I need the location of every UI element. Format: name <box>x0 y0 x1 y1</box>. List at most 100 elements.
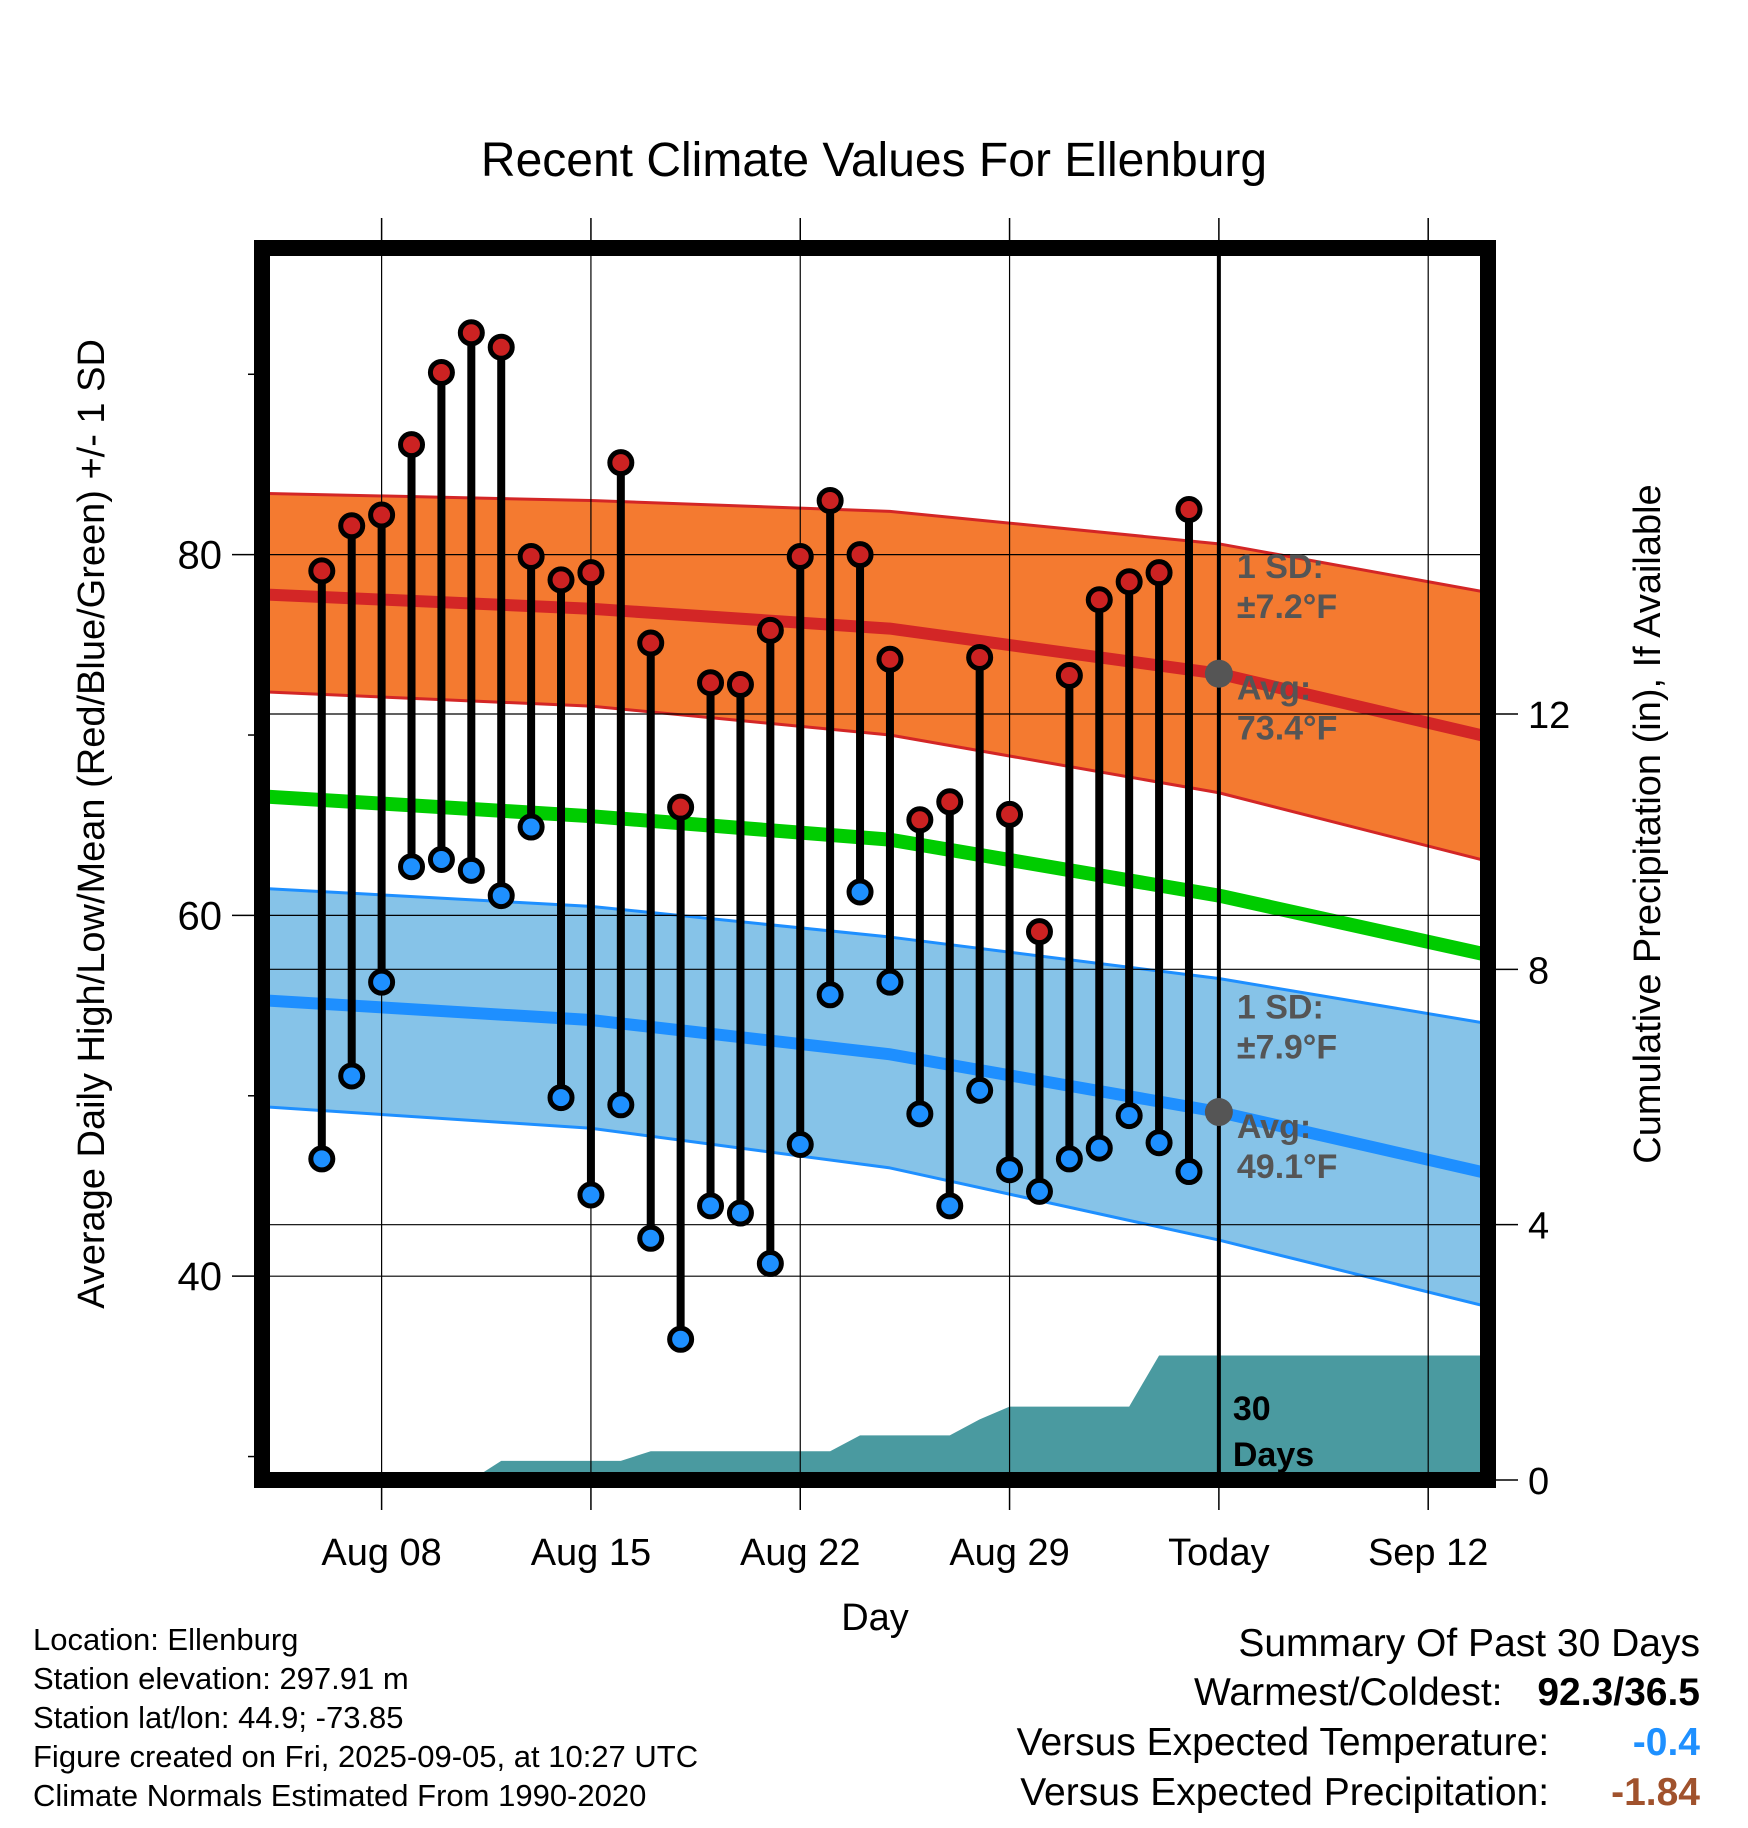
daily-low-point <box>1145 1129 1173 1157</box>
low-avg-label: Avg: <box>1237 1108 1311 1146</box>
y2-tick-label-1: 4 <box>1528 1206 1549 1248</box>
daily-low-point <box>816 981 844 1009</box>
daily-low-point <box>697 1192 725 1220</box>
daily-high-point <box>308 557 336 585</box>
daily-low-point <box>338 1062 366 1090</box>
daily-low-point <box>308 1145 336 1173</box>
low-normal-line <box>262 994 1488 1180</box>
daily-high-point <box>338 512 366 540</box>
y-tick-label-2: 80 <box>178 534 223 578</box>
warmest-coldest-value: 92.3/36.5 <box>1537 1671 1700 1714</box>
y2-tick-label-3: 12 <box>1528 695 1570 737</box>
daily-high-point <box>966 643 994 671</box>
high-sd-label: 1 SD: <box>1237 548 1324 586</box>
temp-anomaly-row: Versus Expected Temperature: -0.4 <box>1017 1718 1700 1768</box>
daily-low-point <box>846 878 874 906</box>
daily-high-point <box>1115 568 1143 596</box>
precip-anomaly-value: -1.84 <box>1611 1771 1700 1814</box>
daily-high-point <box>906 806 934 834</box>
daily-low-point <box>637 1224 665 1252</box>
daily-high-point <box>1055 662 1083 690</box>
daily-high-point <box>517 542 545 570</box>
y2-axis-label: Cumulative Precipitation (in), If Availa… <box>1627 484 1669 1163</box>
normals-text: Climate Normals Estimated From 1990-2020 <box>33 1778 647 1813</box>
daily-low-point <box>547 1084 575 1112</box>
precip-label-line1: 30 <box>1233 1390 1271 1428</box>
summary-panel: Summary Of Past 30 Days Warmest/Coldest:… <box>1017 1620 1700 1818</box>
today-high-normal-marker <box>1204 659 1233 688</box>
daily-low-point <box>726 1199 754 1227</box>
daily-high-point <box>577 559 605 587</box>
daily-low-point <box>1085 1134 1113 1162</box>
precip-anomaly-label: Versus Expected Precipitation: <box>1020 1771 1550 1814</box>
daily-high-point <box>637 629 665 657</box>
y-axis-label: Average Daily High/Low/Mean (Red/Blue/Gr… <box>71 339 113 1309</box>
daily-low-point <box>398 853 426 881</box>
daily-high-point <box>398 431 426 459</box>
daily-high-point <box>427 358 455 386</box>
x-tick-label-4: Today <box>1168 1532 1269 1574</box>
warmest-coldest-label: Warmest/Coldest: <box>1194 1671 1503 1714</box>
temp-anomaly-value: -0.4 <box>1632 1721 1700 1764</box>
y-tick-label-0: 40 <box>178 1255 223 1299</box>
low-sd-value: ±7.9°F <box>1237 1029 1337 1067</box>
daily-low-point <box>906 1100 934 1128</box>
high-sd-value: ±7.2°F <box>1237 588 1337 626</box>
daily-high-point <box>936 788 964 816</box>
y2-tick-label-0: 0 <box>1528 1461 1549 1503</box>
daily-high-point <box>816 487 844 515</box>
x-tick-label-2: Aug 22 <box>740 1532 860 1574</box>
high-avg-label: Avg: <box>1237 670 1311 708</box>
daily-low-point <box>577 1181 605 1209</box>
daily-low-point <box>427 845 455 873</box>
low-sd-band <box>262 888 1488 1307</box>
daily-low-point <box>667 1325 695 1353</box>
daily-low-point <box>457 856 485 884</box>
daily-high-point <box>667 793 695 821</box>
daily-low-point <box>756 1250 784 1278</box>
summary-heading: Summary Of Past 30 Days <box>1238 1622 1700 1665</box>
warmest-coldest-row: Warmest/Coldest: 92.3/36.5 <box>1017 1668 1700 1718</box>
daily-low-point <box>1115 1102 1143 1130</box>
daily-low-point <box>487 882 515 910</box>
daily-high-point <box>996 800 1024 828</box>
daily-high-point <box>607 449 635 477</box>
y-tick-label-1: 60 <box>178 894 223 938</box>
daily-low-point <box>936 1192 964 1220</box>
daily-low-point <box>1025 1177 1053 1205</box>
low-sd-label: 1 SD: <box>1237 989 1324 1027</box>
x-tick-label-3: Aug 29 <box>949 1532 1069 1574</box>
latlon-text: Station lat/lon: 44.9; -73.85 <box>33 1700 404 1735</box>
low-avg-value: 49.1°F <box>1237 1148 1338 1186</box>
station-info: Location: Ellenburg Station elevation: 2… <box>33 1620 698 1815</box>
daily-low-point <box>1055 1145 1083 1173</box>
daily-high-point <box>368 501 396 529</box>
daily-high-point <box>726 671 754 699</box>
location-text: Location: Ellenburg <box>33 1622 299 1657</box>
high-normal-line <box>262 588 1488 743</box>
precip-label-line2: Days <box>1233 1436 1314 1474</box>
precip-area <box>262 1355 1488 1480</box>
elevation-text: Station elevation: 297.91 m <box>33 1661 409 1696</box>
daily-high-point <box>786 542 814 570</box>
daily-low-point <box>996 1156 1024 1184</box>
plot-frame <box>254 240 1496 1488</box>
precip-anomaly-row: Versus Expected Precipitation: -1.84 <box>1017 1768 1700 1818</box>
daily-low-point <box>786 1130 814 1158</box>
daily-low-point <box>607 1091 635 1119</box>
temp-anomaly-label: Versus Expected Temperature: <box>1016 1721 1550 1764</box>
x-tick-label-1: Aug 15 <box>531 1532 651 1574</box>
daily-low-point <box>1175 1158 1203 1186</box>
daily-high-point <box>547 566 575 594</box>
x-tick-label-5: Sep 12 <box>1368 1532 1488 1574</box>
daily-high-point <box>1175 496 1203 524</box>
daily-high-point <box>1145 559 1173 587</box>
x-axis-label: Day <box>841 1597 909 1639</box>
y2-tick-label-2: 8 <box>1528 950 1549 992</box>
daily-high-point <box>697 669 725 697</box>
daily-low-point <box>876 968 904 996</box>
daily-high-point <box>756 616 784 644</box>
daily-low-point <box>517 813 545 841</box>
daily-high-point <box>487 333 515 361</box>
